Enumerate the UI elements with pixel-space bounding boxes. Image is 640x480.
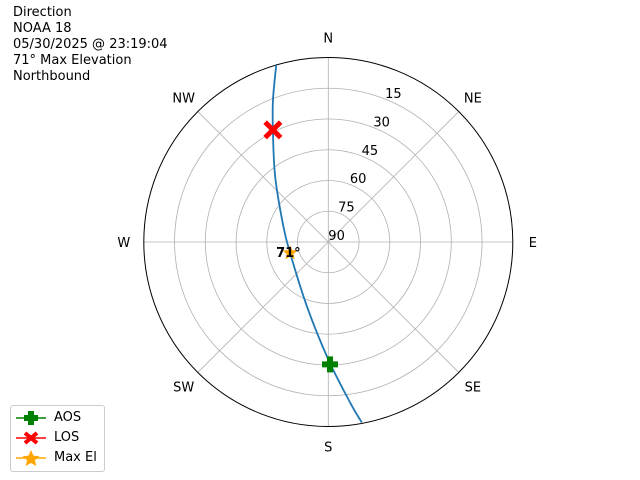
direction-label-n: N bbox=[323, 32, 333, 47]
legend: AOS LOS Max El bbox=[10, 405, 105, 472]
legend-entry-aos: AOS bbox=[11, 408, 104, 428]
chart-title: Direction NOAA 18 05/30/2025 @ 23:19:04 … bbox=[13, 5, 168, 85]
title-line-label: Direction bbox=[13, 5, 72, 20]
legend-label: AOS bbox=[54, 410, 82, 425]
direction-label-ne: NE bbox=[464, 91, 482, 106]
direction-label-e: E bbox=[529, 236, 537, 251]
direction-label-sw: SW bbox=[173, 381, 194, 396]
max-el-marker bbox=[282, 244, 298, 260]
radial-tick-label: 75 bbox=[338, 201, 355, 216]
aos-marker bbox=[322, 356, 339, 373]
max-elevation-text: 71° Max Elevation bbox=[13, 53, 132, 68]
radial-tick-label: 45 bbox=[362, 144, 379, 159]
radial-tick-label: 90 bbox=[328, 229, 345, 244]
grid-ring bbox=[266, 180, 391, 304]
max-elevation-annotation: 71° bbox=[276, 246, 301, 261]
radial-tick-label: 15 bbox=[385, 87, 402, 102]
grid-ring bbox=[174, 87, 483, 397]
radial-tick-label: 30 bbox=[373, 115, 390, 130]
los-marker-icon bbox=[16, 431, 46, 445]
max-el-marker-icon bbox=[16, 450, 46, 466]
satellite-track-line bbox=[271, 64, 363, 423]
pass-datetime: 05/30/2025 @ 23:19:04 bbox=[13, 37, 168, 52]
legend-entry-max-el: Max El bbox=[11, 448, 104, 468]
pass-direction: Northbound bbox=[13, 69, 91, 84]
radial-tick-label: 60 bbox=[350, 172, 367, 187]
legend-label: Max El bbox=[54, 450, 97, 465]
grid-ring bbox=[297, 210, 360, 274]
direction-label-w: W bbox=[117, 236, 130, 251]
outer-circle bbox=[143, 57, 514, 427]
direction-label-nw: NW bbox=[172, 91, 195, 106]
direction-label-se: SE bbox=[465, 381, 481, 396]
legend-entry-los: LOS bbox=[11, 428, 104, 448]
los-marker bbox=[263, 120, 283, 140]
grid-ring bbox=[235, 149, 421, 335]
direction-label-s: S bbox=[324, 441, 332, 456]
satellite-name: NOAA 18 bbox=[13, 21, 72, 36]
legend-label: LOS bbox=[54, 430, 80, 445]
aos-marker-icon bbox=[16, 411, 46, 425]
